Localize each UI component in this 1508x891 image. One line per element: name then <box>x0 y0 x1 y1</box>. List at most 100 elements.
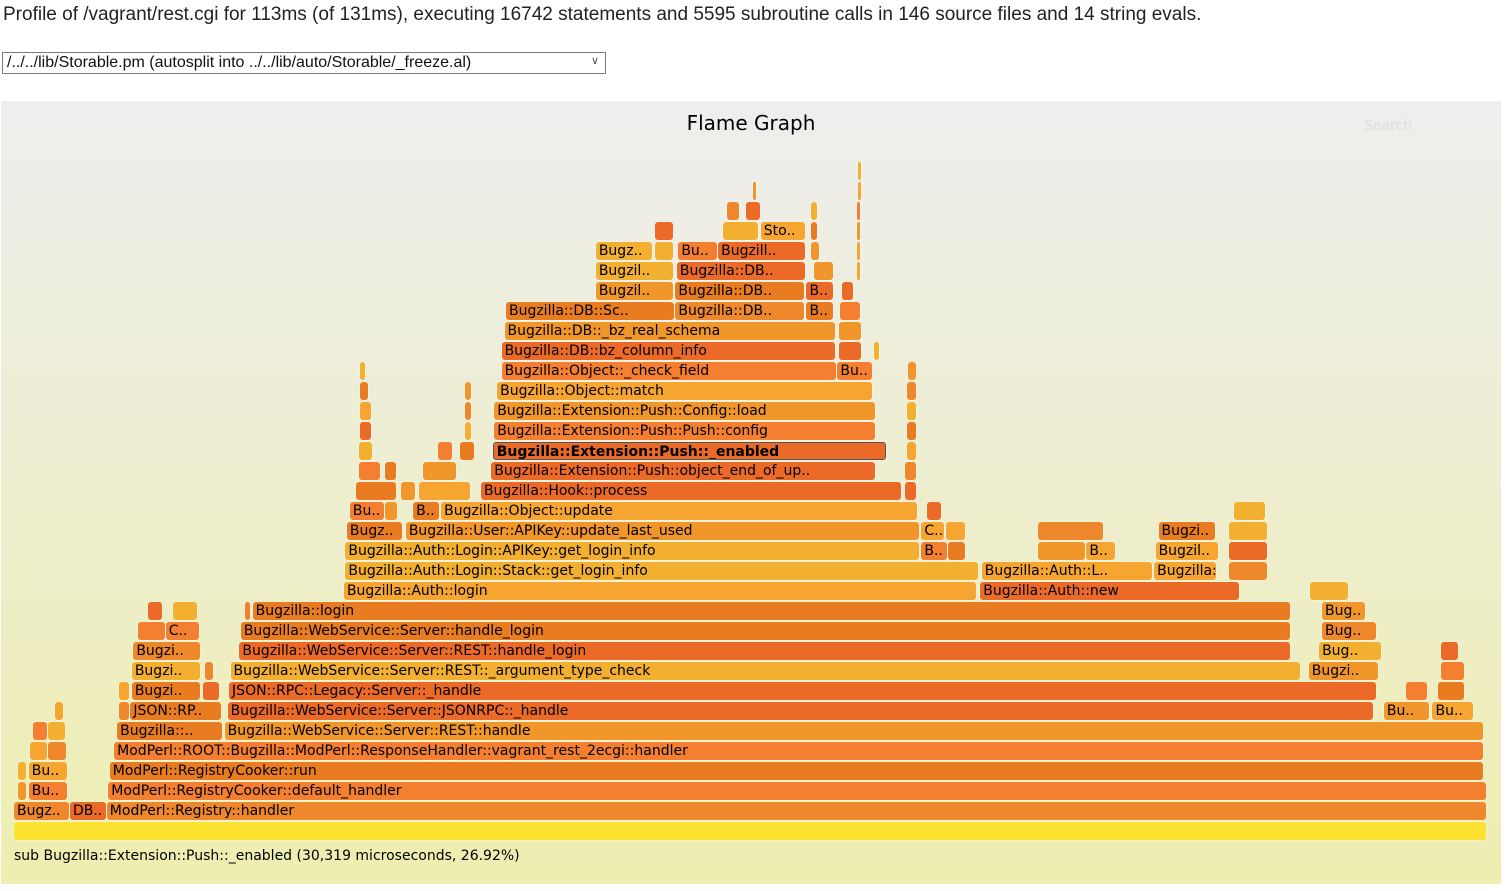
flame-frame[interactable]: Bugzilla::DB::bz_column_info <box>501 342 835 360</box>
flame-frame[interactable]: Bugzilla::Hook::process <box>480 482 902 500</box>
flame-frame[interactable]: ModPerl::RegistryCooker::run <box>109 762 1484 780</box>
flame-frame[interactable] <box>360 362 366 380</box>
flame-frame[interactable] <box>858 182 862 200</box>
flame-frame[interactable] <box>841 282 853 300</box>
flame-frame[interactable]: Bugzil.. <box>1155 542 1218 560</box>
flame-frame[interactable] <box>1310 582 1348 600</box>
flame-frame[interactable] <box>419 482 470 500</box>
flame-frame[interactable]: JSON::RP.. <box>130 702 221 720</box>
flame-frame[interactable] <box>654 222 673 240</box>
flame-frame[interactable]: Bugzilla::Extension::Push::object_end_of… <box>491 462 875 480</box>
flame-frame[interactable]: Bugzilla::DB.. <box>676 262 806 280</box>
flame-frame[interactable] <box>1229 562 1267 580</box>
flame-frame[interactable]: Bugz.. <box>346 522 402 540</box>
flame-frame[interactable]: Bu.. <box>28 762 68 780</box>
flame-frame[interactable] <box>385 462 396 480</box>
flame-frame[interactable]: Bugzi.. <box>1308 662 1379 680</box>
flame-frame[interactable] <box>906 382 916 400</box>
flame-frame[interactable] <box>856 202 860 220</box>
flame-frame[interactable]: ModPerl::RegistryCooker::default_handler <box>108 782 1486 800</box>
search-button[interactable]: Search <box>1364 118 1413 134</box>
flame-frame[interactable] <box>947 542 965 560</box>
flame-frame[interactable]: Bugzilla::DB.. <box>675 282 804 300</box>
flame-frame[interactable]: JSON::RPC::Legacy::Server::_handle <box>229 682 1376 700</box>
flame-frame[interactable]: Bugzilla::login <box>252 602 1291 620</box>
flame-frame[interactable]: Bugzilla::Auth::L.. <box>981 562 1152 580</box>
flame-frame[interactable] <box>173 602 198 620</box>
flame-frame[interactable] <box>838 342 862 360</box>
flame-frame[interactable] <box>810 222 818 240</box>
flame-frame[interactable]: DB.. <box>69 802 106 820</box>
flame-frame[interactable]: Bug.. <box>1322 622 1376 640</box>
flame-frame[interactable] <box>908 362 916 380</box>
flame-frame[interactable]: Bugzilla::.. <box>1154 562 1217 580</box>
flame-frame[interactable]: Bugzilla::.. <box>117 722 223 740</box>
flame-frame[interactable] <box>148 602 162 620</box>
flame-frame[interactable] <box>47 742 67 760</box>
flame-frame[interactable] <box>438 442 452 460</box>
flame-frame[interactable]: ModPerl::ROOT::Bugzilla::ModPerl::Respon… <box>114 742 1484 760</box>
flame-frame[interactable] <box>205 662 214 680</box>
flame-frame[interactable]: B.. <box>1086 542 1115 560</box>
flame-frame[interactable]: Bu.. <box>1383 702 1429 720</box>
flame-frame[interactable] <box>906 422 916 440</box>
flame-frame[interactable] <box>810 202 818 220</box>
flame-frame[interactable]: Bugzilla::DB.. <box>675 302 804 320</box>
flame-frame[interactable] <box>1229 542 1267 560</box>
flame-frame[interactable] <box>137 622 165 640</box>
flame-frame[interactable]: Bu.. <box>837 362 872 380</box>
flame-frame[interactable]: Bugzilla::Object::_check_field <box>501 362 837 380</box>
flame-frame[interactable]: Bugzilla::WebService::Server::JSONRPC::_… <box>227 702 1373 720</box>
flame-frame[interactable] <box>905 482 916 500</box>
flame-frame[interactable] <box>245 602 251 620</box>
flame-frame[interactable] <box>18 782 27 800</box>
flame-frame[interactable]: Bugzill.. <box>718 242 806 260</box>
flame-frame[interactable]: Sto.. <box>760 222 806 240</box>
flame-frame[interactable] <box>118 682 130 700</box>
flame-frame[interactable]: Bugzilla::Extension::Push::Config::load <box>494 402 875 420</box>
flame-frame[interactable]: Bug.. <box>1319 642 1382 660</box>
flame-frame[interactable] <box>874 342 880 360</box>
flame-frame[interactable] <box>385 502 398 520</box>
flame-frame[interactable] <box>464 402 472 420</box>
flame-frame-root[interactable] <box>14 822 1486 840</box>
flame-frame[interactable] <box>360 402 371 420</box>
flame-frame[interactable]: Bugzilla::DB::_bz_real_schema <box>504 322 835 340</box>
flame-frame[interactable] <box>810 242 819 260</box>
flame-frame[interactable]: Bugzilla::Auth::Login::APIKey::get_login… <box>345 542 919 560</box>
flame-frame[interactable] <box>906 442 916 460</box>
flame-frame[interactable] <box>1405 682 1428 700</box>
flame-frame[interactable] <box>838 322 862 340</box>
flame-frame[interactable] <box>856 262 860 280</box>
flame-frame[interactable]: C.. <box>165 622 199 640</box>
flame-frame[interactable]: C.. <box>921 522 944 540</box>
flame-frame[interactable] <box>360 382 368 400</box>
flame-frame[interactable] <box>905 462 916 480</box>
flame-frame[interactable]: Bugzilla::WebService::Server::handle_log… <box>240 622 1291 640</box>
flame-frame[interactable]: Bugzilla::WebService::Server::REST::_arg… <box>230 662 1301 680</box>
flame-frame[interactable] <box>746 202 760 220</box>
file-select[interactable]: /../../lib/Storable.pm (autosplit into .… <box>2 52 606 74</box>
flame-frame[interactable]: Bu.. <box>349 502 385 520</box>
flame-frame[interactable]: Bugzilla::Object::update <box>441 502 918 520</box>
flame-frame[interactable]: Bugzil.. <box>595 262 673 280</box>
flame-frame[interactable] <box>118 702 130 720</box>
flame-frame[interactable] <box>401 482 416 500</box>
flame-frame[interactable] <box>202 682 220 700</box>
flame-frame[interactable]: Bugz.. <box>14 802 69 820</box>
flame-frame[interactable]: Bugzilla::Object::match <box>497 382 872 400</box>
flame-frame[interactable] <box>858 162 862 180</box>
flame-frame[interactable] <box>355 482 396 500</box>
flame-frame[interactable] <box>813 262 834 280</box>
flame-frame[interactable] <box>840 302 860 320</box>
flame-frame[interactable] <box>55 702 64 720</box>
flame-frame[interactable]: Bu.. <box>678 242 718 260</box>
flame-frame[interactable]: Bugzilla::Auth::Login::Stack::get_login_… <box>345 562 978 580</box>
flame-frame[interactable]: Bugzil.. <box>595 282 673 300</box>
flame-frame[interactable]: Bugzilla::WebService::Server::REST::hand… <box>224 722 1484 740</box>
flame-frame[interactable] <box>464 382 472 400</box>
flame-frame[interactable] <box>1438 682 1464 700</box>
flame-frame[interactable] <box>1441 642 1458 660</box>
flame-frame[interactable]: Bugzilla::Auth::new <box>980 582 1239 600</box>
flame-frame[interactable] <box>654 242 673 260</box>
